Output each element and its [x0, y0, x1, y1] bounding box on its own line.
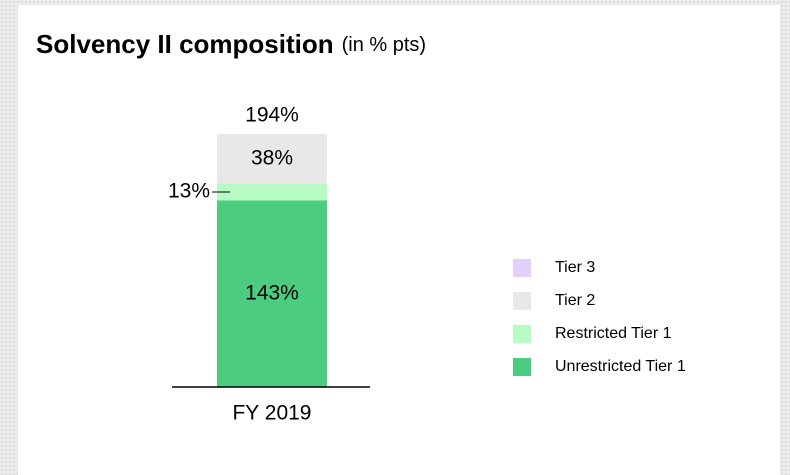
x-tick-label: FY 2019: [232, 402, 311, 425]
bar-segment: [217, 134, 327, 184]
legend-label: Unrestricted Tier 1: [555, 358, 686, 375]
legend-label: Tier 3: [555, 259, 595, 276]
legend-label: Tier 2: [555, 292, 595, 309]
bar-segment: [217, 200, 327, 387]
legend-swatch: [513, 358, 531, 376]
chart-subtitle: (in % pts): [342, 34, 426, 56]
total-label: 194%: [245, 104, 299, 127]
legend-swatch: [513, 259, 531, 277]
bar-segment: [217, 183, 327, 201]
card: [18, 5, 780, 475]
legend-swatch: [513, 325, 531, 343]
value-label: 13%: [168, 180, 210, 203]
value-label: 143%: [245, 281, 299, 304]
chart-title: Solvency II composition: [36, 29, 334, 59]
value-label: 38%: [251, 146, 293, 169]
legend-label: Restricted Tier 1: [555, 325, 672, 342]
chart-title-row: Solvency II composition (in % pts): [36, 29, 426, 59]
legend-swatch: [513, 292, 531, 310]
